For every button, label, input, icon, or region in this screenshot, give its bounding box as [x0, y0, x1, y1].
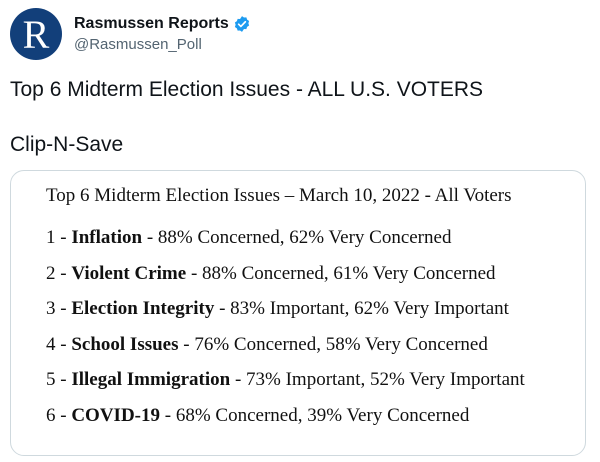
- tweet-text-line1: Top 6 Midterm Election Issues - ALL U.S.…: [10, 78, 484, 101]
- avatar[interactable]: R: [10, 8, 62, 60]
- issue-item: 5 - Illegal Immigration - 73% Important,…: [46, 369, 525, 405]
- issue-separator: -: [160, 404, 176, 426]
- issue-rank: 5: [46, 369, 56, 390]
- issue-name: Inflation: [71, 227, 143, 248]
- issue-detail: 73% Important, 52% Very Important: [246, 369, 525, 390]
- verified-badge-icon: [234, 16, 249, 32]
- tweet-header: R Rasmussen Reports @Rasmussen_Poll: [10, 8, 251, 60]
- issue-separator: -: [55, 227, 72, 248]
- issues-document: Top 6 Midterm Election Issues – March 10…: [46, 185, 525, 440]
- issue-rank: 3: [46, 298, 56, 319]
- issue-separator: -: [230, 369, 247, 390]
- issue-name: Violent Crime: [71, 262, 187, 284]
- issue-item: 4 - School Issues - 76% Concerned, 58% V…: [46, 334, 525, 370]
- issue-separator: -: [55, 262, 72, 284]
- issue-name: COVID-19: [71, 404, 160, 426]
- issue-detail: 76% Concerned, 58% Very Concerned: [194, 333, 488, 355]
- issue-detail: 83% Important, 62% Very Important: [230, 298, 509, 319]
- handle[interactable]: @Rasmussen_Poll: [74, 36, 202, 53]
- issue-rank: 1: [46, 227, 56, 248]
- issue-separator: -: [55, 404, 72, 426]
- avatar-letter: R: [22, 12, 50, 57]
- issue-separator: -: [55, 333, 72, 355]
- issue-rank: 4: [46, 333, 56, 355]
- issue-detail: 88% Concerned, 61% Very Concerned: [202, 262, 496, 284]
- issue-separator: -: [55, 369, 72, 390]
- document-title: Top 6 Midterm Election Issues – March 10…: [46, 185, 512, 206]
- issue-separator: -: [214, 298, 231, 319]
- issue-name: Election Integrity: [71, 298, 215, 319]
- issue-detail: 68% Concerned, 39% Very Concerned: [175, 404, 470, 426]
- name-row: Rasmussen Reports: [74, 15, 251, 33]
- account-names: Rasmussen Reports @Rasmussen_Poll: [74, 15, 251, 53]
- issue-separator: -: [178, 333, 195, 355]
- issue-item: 1 - Inflation - 88% Concerned, 62% Very …: [46, 227, 525, 263]
- issue-item: 3 - Election Integrity - 83% Important, …: [46, 298, 525, 334]
- issue-rank: 2: [46, 262, 56, 284]
- issue-name: Illegal Immigration: [71, 369, 231, 390]
- issue-item: 6 - COVID-19 - 68% Concerned, 39% Very C…: [46, 405, 525, 441]
- issue-name: School Issues: [71, 333, 179, 355]
- issue-separator: -: [142, 227, 158, 248]
- image-card[interactable]: Top 6 Midterm Election Issues – March 10…: [10, 170, 586, 456]
- display-name[interactable]: Rasmussen Reports: [74, 15, 229, 32]
- issues-list: 1 - Inflation - 88% Concerned, 62% Very …: [46, 227, 525, 440]
- issue-item: 2 - Violent Crime - 88% Concerned, 61% V…: [46, 263, 525, 299]
- issue-separator: -: [186, 262, 203, 284]
- issue-detail: 88% Concerned, 62% Very Concerned: [157, 227, 452, 248]
- tweet-text-line2: Clip-N-Save: [10, 133, 124, 156]
- issue-separator: -: [55, 298, 72, 319]
- issue-rank: 6: [46, 404, 56, 426]
